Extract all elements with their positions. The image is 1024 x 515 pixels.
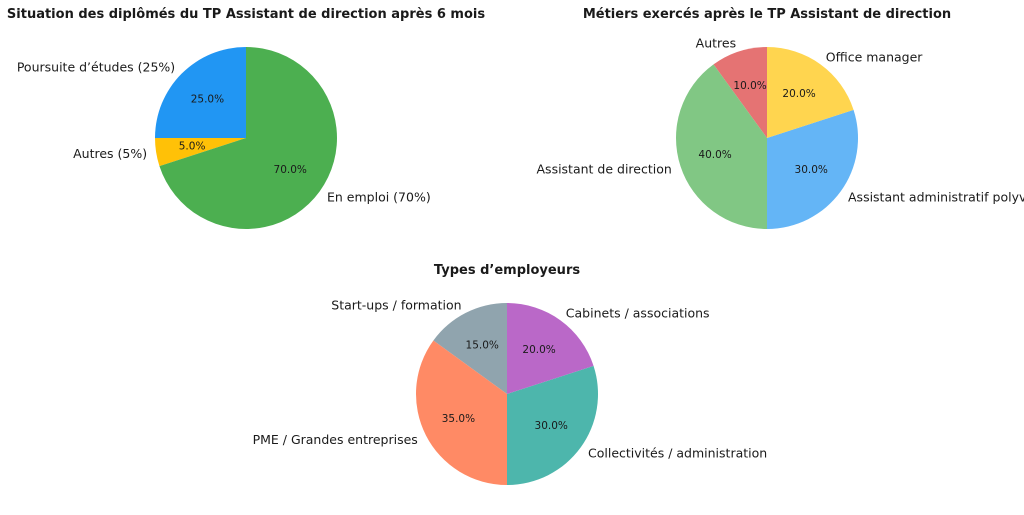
slice-percent-label: 5.0% (179, 141, 206, 153)
slice-category-label: PME / Grandes entreprises (253, 432, 418, 447)
pie-slice (767, 109, 859, 230)
pie-slice (155, 47, 246, 138)
slice-percent-label: 30.0% (795, 164, 828, 176)
slice-percent-label: 25.0% (191, 93, 224, 105)
pie-slice (433, 303, 507, 394)
pie-slice (155, 138, 246, 167)
pie-slice (675, 64, 767, 229)
pie-chart-situation: Situation des diplômés du TP Assistant d… (7, 7, 485, 230)
pie-slice (767, 46, 854, 138)
slice-category-label: Assistant de direction (537, 161, 672, 176)
slice-percent-label: 30.0% (535, 420, 568, 432)
chart-title: Situation des diplômés du TP Assistant d… (7, 7, 485, 22)
pie-slice (159, 47, 337, 230)
pie-chart-employeurs: Types d’employeurs 15.0% Start-ups / form… (253, 263, 767, 485)
slice-percent-label: 20.0% (522, 344, 555, 356)
pie-slice (713, 47, 767, 138)
slice-category-label: En emploi (70%) (327, 189, 431, 204)
slice-percent-label: 15.0% (466, 339, 499, 351)
pie-slice (415, 340, 507, 485)
pie-1-wedges: 10.0% Autres 40.0% Assistant de direction 30… (537, 35, 1024, 230)
chart-title: Métiers exercés après le TP Assistant de… (583, 7, 951, 22)
pie-0-wedges: 25.0% Poursuite d’études (25%) 5.0% Autres … (17, 47, 431, 230)
pie-slice (507, 303, 594, 394)
chart-title: Types d’employeurs (434, 263, 580, 278)
slice-percent-label: 70.0% (274, 164, 307, 176)
slice-category-label: Start-ups / formation (331, 297, 461, 312)
slice-category-label: Collectivités / administration (588, 445, 767, 460)
pie-slice (507, 365, 599, 485)
slice-percent-label: 10.0% (733, 80, 766, 92)
slice-category-label: Office manager (826, 50, 924, 65)
slice-category-label: Poursuite d’études (25%) (17, 60, 175, 75)
pie-chart-metiers: Métiers exercés après le TP Assistant de… (537, 7, 1024, 230)
slice-percent-label: 20.0% (782, 88, 815, 100)
slice-category-label: Assistant administratif polyvalent (848, 189, 1024, 204)
pie-2-wedges: 15.0% Start-ups / formation 35.0% PME / Gra… (253, 297, 767, 485)
slice-category-label: Cabinets / associations (566, 306, 710, 321)
slice-percent-label: 40.0% (698, 149, 731, 161)
slice-percent-label: 35.0% (442, 413, 475, 425)
slice-category-label: Autres (5%) (73, 146, 147, 161)
slice-category-label: Autres (696, 35, 736, 50)
